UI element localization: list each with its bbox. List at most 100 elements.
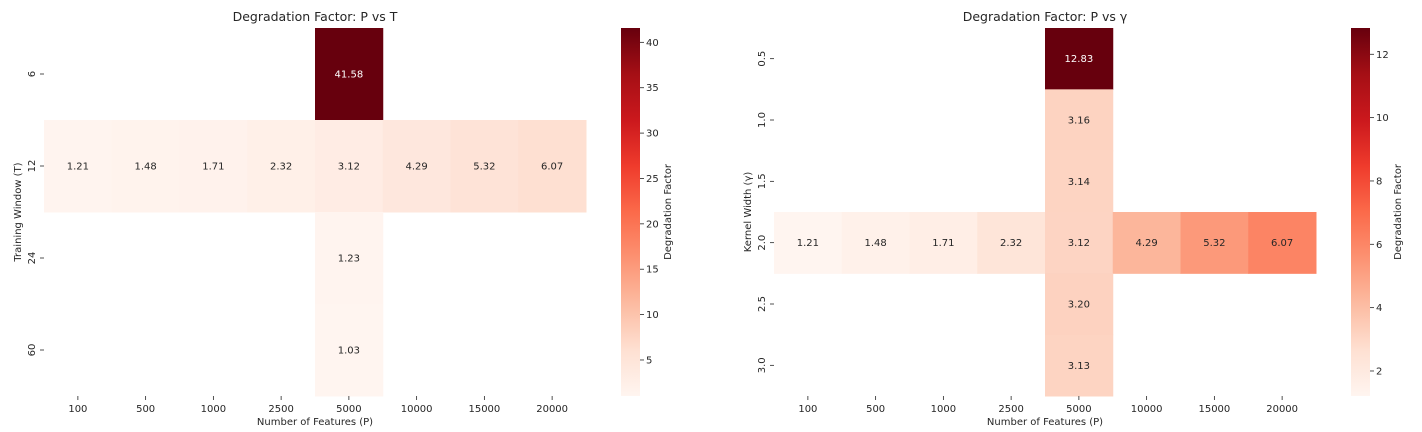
chart2-cell-label: 3.16 [1068,116,1090,127]
chart1-xtick-label: 20000 [536,404,568,415]
chart1-colorbar-tick-label: 35 [646,83,659,94]
chart2-cell [774,212,843,274]
chart1-xtick-label: 2500 [268,404,293,415]
chart1-cell-label: 5.32 [473,162,495,173]
chart1-colorbar-tick-label: 5 [646,355,652,366]
chart2-colorbar-tick-label: 2 [1376,366,1382,377]
chart1-cell [247,120,316,213]
chart2-cell [909,212,978,274]
chart2-cell-label: 3.20 [1068,300,1090,311]
chart1-colorbar-tick-label: 15 [646,265,659,276]
chart2-xtick-label: 1000 [931,404,956,415]
chart1-cell-label: 6.07 [541,162,563,173]
chart2-xtick-label: 10000 [1131,404,1163,415]
chart2-cell [1248,212,1317,274]
chart2-cell-label: 4.29 [1135,238,1157,249]
chart1-cell [111,120,180,213]
chart2-ytick-label: 0.5 [757,51,768,67]
chart2-cell [1045,28,1114,90]
chart1-xlabel: Number of Features (P) [257,417,373,428]
chart1-cell-label: 1.21 [67,162,89,173]
chart1-cell-label: 4.29 [405,162,427,173]
chart2-cell-label: 1.71 [932,238,954,249]
chart2-colorbar-tick-label: 8 [1376,176,1382,187]
chart1-xtick-label: 10000 [401,404,433,415]
chart1-cell [382,120,451,213]
chart2-cell-label: 3.12 [1068,238,1090,249]
chart2-cell-label: 12.83 [1065,54,1094,65]
chart1-colorbar-tick-label: 40 [646,38,659,49]
chart1-ylabel: Training Window (T) [13,162,24,262]
chart1-cell-label: 1.71 [202,162,224,173]
chart1-ytick-label: 24 [27,252,38,265]
chart2-cell-label: 3.14 [1068,177,1090,188]
chart2-cell-label: 1.48 [864,238,886,249]
chart2-colorbar-tick-label: 10 [1376,113,1389,124]
chart2-ytick-label: 2.5 [757,296,768,312]
chart2-cell [1045,334,1114,397]
chart2-ytick-label: 1.5 [757,173,768,189]
chart1-xtick-label: 500 [136,404,155,415]
chart1-xtick-label: 5000 [336,404,361,415]
chart2-colorbar-label: Degradation Factor [1393,163,1404,260]
chart2-ytick-label: 3.0 [757,357,768,373]
chart1-cell-label: 3.12 [338,162,360,173]
chart1-xtick-label: 1000 [201,404,226,415]
chart1-cell [315,120,384,213]
chart2-cell-label: 2.32 [1000,238,1022,249]
chart1-cell [315,304,384,397]
chart1-cell-label: 41.58 [335,70,364,81]
chart2-xtick-label: 100 [798,404,817,415]
chart2-cell-label: 3.13 [1068,361,1090,372]
chart2-xtick-label: 2500 [998,404,1023,415]
chart2-cell [841,212,910,274]
chart2-cell [1045,212,1114,274]
chart1-cell [315,28,384,121]
chart1-colorbar-label: Degradation Factor [663,163,674,260]
chart2-cell [1112,212,1181,274]
chart1-colorbar-tick-label: 20 [646,219,659,230]
chart2-cell [977,212,1046,274]
chart2-xlabel: Number of Features (P) [987,417,1103,428]
chart2-xtick-label: 5000 [1066,404,1091,415]
chart2-colorbar [1351,28,1370,396]
chart1-cell [450,120,519,213]
chart1-title: Degradation Factor: P vs T [233,9,398,24]
plots-layer: 41.581.21 1.48 1.71 2.32 3.12 4.29 5.32 6.071.2… [27,28,1389,415]
chart1-cell [179,120,248,213]
chart1-cell-label: 1.48 [134,162,156,173]
chart2-ytick-label: 2.0 [757,235,768,251]
chart2-cell [1045,273,1114,336]
chart2-ytick-label: 1.0 [757,112,768,128]
chart1-colorbar [621,28,640,396]
chart1-cell-label: 1.23 [338,254,360,265]
chart1-cell-label: 1.03 [338,346,360,357]
chart1-ytick-label: 12 [27,160,38,173]
chart1-cell [518,120,587,213]
chart1-colorbar-tick-label: 10 [646,310,659,321]
chart2-colorbar-tick-label: 6 [1376,240,1382,251]
chart2-xtick-label: 20000 [1266,404,1298,415]
chart2-cell-label: 6.07 [1271,238,1293,249]
chart2-cell-label: 5.32 [1203,238,1225,249]
chart1-xtick-label: 100 [68,404,87,415]
chart2-colorbar-tick-label: 12 [1376,50,1389,61]
chart2-ylabel: Kernel Width (γ) [743,172,754,253]
chart1-cell [315,212,384,305]
chart1-colorbar-tick-label: 25 [646,174,659,185]
chart2-xtick-label: 15000 [1198,404,1230,415]
chart2-cell-label: 1.21 [797,238,819,249]
chart2-xtick-label: 500 [866,404,885,415]
chart1-xtick-label: 15000 [468,404,500,415]
chart2-title: Degradation Factor: P vs γ [963,9,1128,24]
chart1-cell [44,120,113,213]
chart2-colorbar-tick-label: 4 [1376,303,1382,314]
chart2-cell [1045,89,1114,152]
chart1-cell-label: 2.32 [270,162,292,173]
chart2-heatmap: 12.83 3.16 3.14 1.21 1.48 1.71 2.32 3.12 4.29 5.3… [757,28,1389,415]
chart2-cell [1180,212,1249,274]
chart2-cell [1045,150,1114,213]
chart1-ytick-label: 60 [27,344,38,357]
chart1-colorbar-tick-label: 30 [646,129,659,140]
